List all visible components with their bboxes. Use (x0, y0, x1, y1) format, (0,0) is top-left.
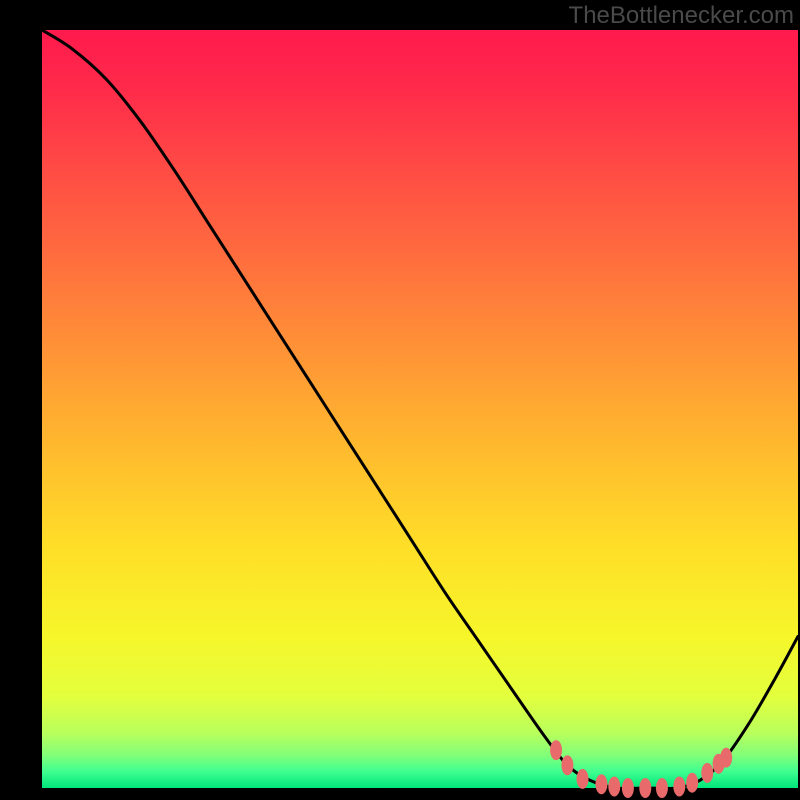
highlight-marker (673, 776, 685, 796)
chart-container: TheBottlenecker.com (0, 0, 800, 800)
highlight-marker (686, 773, 698, 793)
highlight-marker (639, 778, 651, 798)
highlight-marker (595, 774, 607, 794)
watermark-text: TheBottlenecker.com (569, 2, 794, 30)
highlight-marker (701, 763, 713, 783)
highlight-marker (561, 755, 573, 775)
highlight-marker (550, 740, 562, 760)
bottleneck-curve-chart (0, 0, 800, 800)
highlight-marker (577, 769, 589, 789)
highlight-marker (622, 778, 634, 798)
highlight-marker (608, 776, 620, 796)
highlight-marker (656, 778, 668, 798)
highlight-marker (720, 748, 732, 768)
